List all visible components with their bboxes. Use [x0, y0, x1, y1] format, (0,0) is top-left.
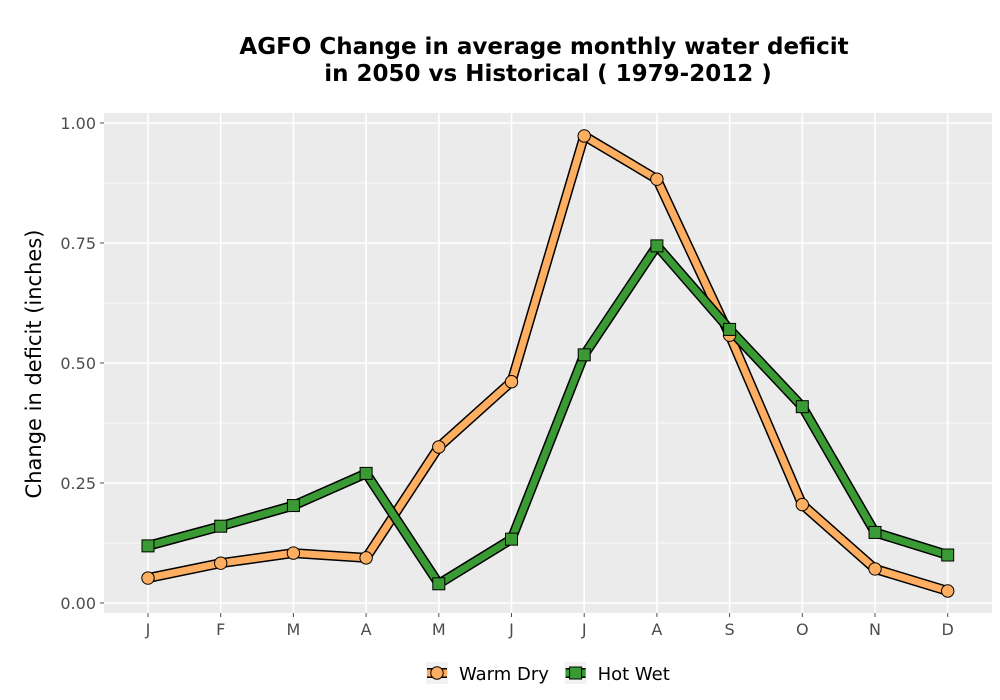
legend-label: Hot Wet — [598, 664, 670, 685]
axis-ticks: 0.00 0.25 0.50 0.75 1.00 J F M A M J J A S O N D — [60, 114, 953, 639]
data-point — [432, 577, 446, 591]
x-tick-label: M — [432, 620, 446, 639]
data-point — [723, 322, 737, 336]
x-tick-label: O — [796, 620, 809, 639]
data-point — [868, 562, 882, 576]
series-hot-wet — [143, 240, 953, 589]
y-tick-label: 0.25 — [60, 474, 96, 493]
legend-marker — [430, 666, 444, 680]
data-point — [795, 497, 809, 512]
x-tick-label: J — [508, 620, 514, 639]
x-tick-label: F — [216, 620, 225, 639]
chart-title-line-1: AGFO Change in average monthly water def… — [239, 34, 848, 60]
data-point — [286, 546, 301, 560]
x-tick-label: S — [725, 620, 735, 639]
x-tick-label: J — [145, 620, 151, 639]
series-line — [144, 132, 952, 595]
data-point — [286, 499, 300, 513]
legend-marker — [569, 666, 583, 680]
x-tick-label: A — [361, 620, 372, 639]
markers-hot-wet — [141, 239, 955, 591]
y-tick-label: 0.75 — [60, 234, 96, 253]
x-tick-label: J — [581, 620, 587, 639]
series-line — [144, 242, 952, 588]
data-point — [577, 348, 591, 362]
data-point — [505, 532, 518, 546]
data-point — [650, 172, 664, 186]
x-tick-label: N — [869, 620, 881, 639]
chart-title-line-2: in 2050 vs Historical ( 1979-2012 ) — [324, 61, 771, 87]
data-point — [141, 571, 155, 585]
y-axis-title: Change in deficit (inches) — [22, 230, 46, 499]
data-point — [868, 525, 882, 539]
series-layer — [141, 129, 955, 598]
data-point — [650, 239, 664, 253]
data-point — [432, 440, 446, 454]
data-point — [214, 556, 228, 570]
data-point — [214, 519, 228, 533]
data-point — [141, 539, 155, 553]
data-point — [941, 548, 955, 562]
legend-item-hot-wet: Hot Wet — [564, 662, 670, 685]
data-point — [577, 129, 591, 143]
data-point — [359, 466, 373, 480]
series-warm-dry — [143, 130, 953, 596]
y-tick-label: 0.00 — [60, 594, 96, 613]
data-point — [795, 400, 809, 414]
legend: Warm Dry Hot Wet — [426, 662, 670, 685]
legend-label: Warm Dry — [459, 664, 549, 685]
y-tick-label: 1.00 — [60, 114, 96, 133]
data-point — [504, 375, 519, 389]
data-point — [941, 584, 955, 598]
y-tick-label: 0.50 — [60, 354, 96, 373]
x-tick-label: D — [942, 620, 954, 639]
x-tick-label: A — [651, 620, 662, 639]
data-point — [359, 551, 373, 565]
x-tick-label: M — [286, 620, 300, 639]
legend-item-warm-dry: Warm Dry — [426, 662, 549, 685]
